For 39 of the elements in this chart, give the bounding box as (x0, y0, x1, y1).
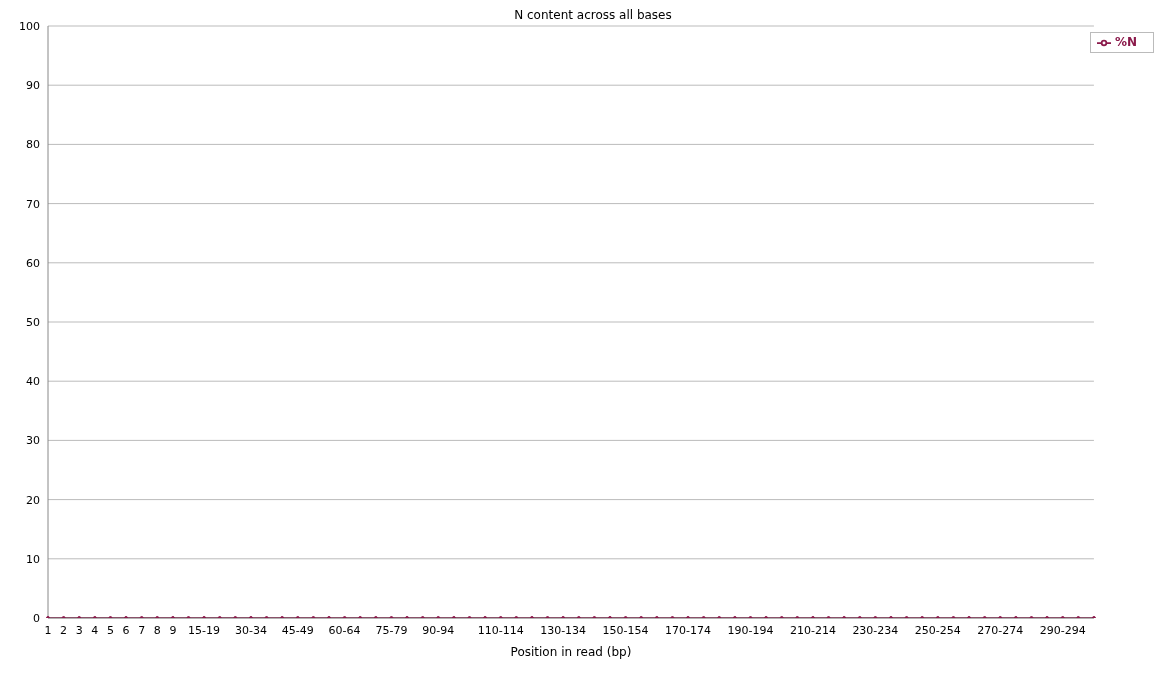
x-tick-label: 150-154 (602, 623, 649, 637)
x-tick-label: 210-214 (789, 623, 836, 637)
x-tick-label: 2 (60, 623, 68, 637)
y-tick-label: 30 (26, 434, 40, 448)
x-tick-label: 3 (75, 623, 83, 637)
y-tick-label: 20 (26, 493, 40, 507)
x-tick-label: 170-174 (665, 623, 712, 637)
chart-title: N content across all bases (514, 8, 672, 22)
x-tick-label: 7 (138, 623, 146, 637)
x-tick-label: 130-134 (540, 623, 587, 637)
x-tick-label: 5 (106, 623, 114, 637)
y-tick-label: 50 (26, 315, 40, 329)
x-tick-label: 9 (169, 623, 177, 637)
x-tick-label: 8 (153, 623, 161, 637)
y-tick-label: 70 (26, 197, 40, 211)
x-tick-label: 1 (44, 623, 52, 637)
x-tick-label: 110-114 (477, 623, 524, 637)
x-tick-label: 75-79 (375, 623, 408, 637)
x-tick-label: 15-19 (188, 623, 221, 637)
legend-label: %N (1114, 35, 1137, 49)
x-tick-label: 6 (122, 623, 130, 637)
x-tick-label: 30-34 (234, 623, 267, 637)
y-tick-label: 60 (26, 256, 40, 270)
y-tick-label: 80 (26, 138, 40, 152)
x-tick-label: 250-254 (914, 623, 961, 637)
x-tick-label: 90-94 (422, 623, 455, 637)
x-tick-label: 270-274 (977, 623, 1024, 637)
x-tick-label: 60-64 (328, 623, 361, 637)
y-tick-label: 90 (26, 79, 40, 93)
y-tick-label: 10 (26, 552, 40, 566)
y-tick-label: 0 (33, 611, 40, 625)
x-tick-label: 230-234 (852, 623, 899, 637)
x-tick-label: 4 (91, 623, 99, 637)
x-axis-title: Position in read (bp) (510, 645, 632, 659)
x-tick-label: 290-294 (1039, 623, 1086, 637)
y-tick-label: 100 (19, 19, 40, 33)
y-tick-label: 40 (26, 375, 40, 389)
x-tick-label: 190-194 (727, 623, 774, 637)
x-tick-label: 45-49 (281, 623, 314, 637)
